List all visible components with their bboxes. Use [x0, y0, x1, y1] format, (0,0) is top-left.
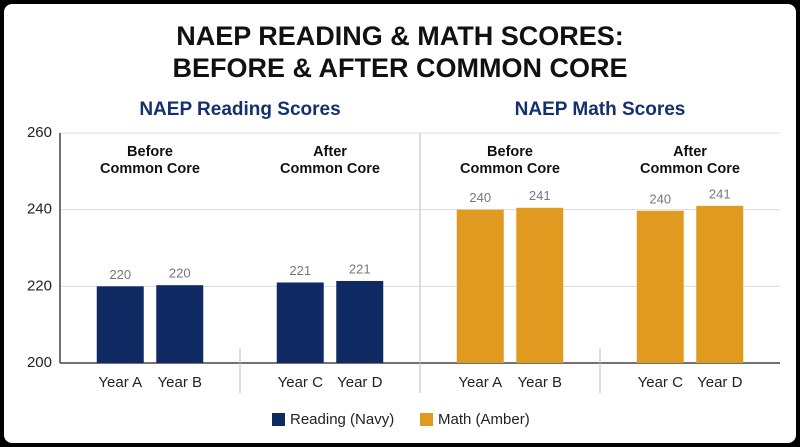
- bar: [96, 286, 144, 363]
- value-label: 220: [169, 266, 191, 281]
- bar: [336, 280, 384, 363]
- x-tick-label: Year D: [697, 374, 742, 391]
- bar: [696, 205, 744, 363]
- y-tick-label: 200: [27, 354, 52, 371]
- x-tick-label: Year B: [158, 374, 202, 391]
- bar: [156, 285, 204, 363]
- y-tick-label: 260: [27, 124, 52, 141]
- legend-swatch: [420, 413, 433, 426]
- value-label: 221: [349, 261, 371, 276]
- y-tick-label: 220: [27, 277, 52, 294]
- group-label: After: [673, 144, 707, 160]
- value-label: 240: [649, 191, 671, 206]
- chart-title: NAEP READING & MATH SCORES:: [176, 21, 624, 51]
- group-label: Before: [487, 144, 533, 160]
- value-label: 220: [109, 267, 131, 282]
- y-tick-label: 240: [27, 201, 52, 218]
- x-tick-label: Year C: [638, 374, 683, 391]
- bar: [456, 209, 504, 363]
- x-tick-label: Year A: [98, 374, 142, 391]
- value-label: 241: [529, 188, 551, 203]
- group-label: Common Core: [280, 161, 380, 177]
- x-tick-label: Year D: [337, 374, 382, 391]
- bar: [516, 207, 564, 363]
- legend-label: Reading (Navy): [290, 411, 394, 428]
- value-label: 240: [469, 190, 491, 205]
- x-tick-label: Year A: [458, 374, 502, 391]
- panel-title: NAEP Math Scores: [515, 99, 686, 120]
- group-label: After: [313, 144, 347, 160]
- x-tick-label: Year C: [278, 374, 323, 391]
- value-label: 241: [709, 186, 731, 201]
- bar: [636, 210, 684, 363]
- x-tick-label: Year B: [518, 374, 562, 391]
- group-label: Common Core: [100, 161, 200, 177]
- panel-title: NAEP Reading Scores: [139, 99, 340, 120]
- legend-swatch: [272, 413, 285, 426]
- chart-title: BEFORE & AFTER COMMON CORE: [173, 53, 628, 83]
- bar: [276, 282, 324, 363]
- value-label: 221: [289, 263, 311, 278]
- legend-label: Math (Amber): [438, 411, 530, 428]
- group-label: Common Core: [460, 161, 560, 177]
- group-label: Before: [127, 144, 173, 160]
- group-label: Common Core: [640, 161, 740, 177]
